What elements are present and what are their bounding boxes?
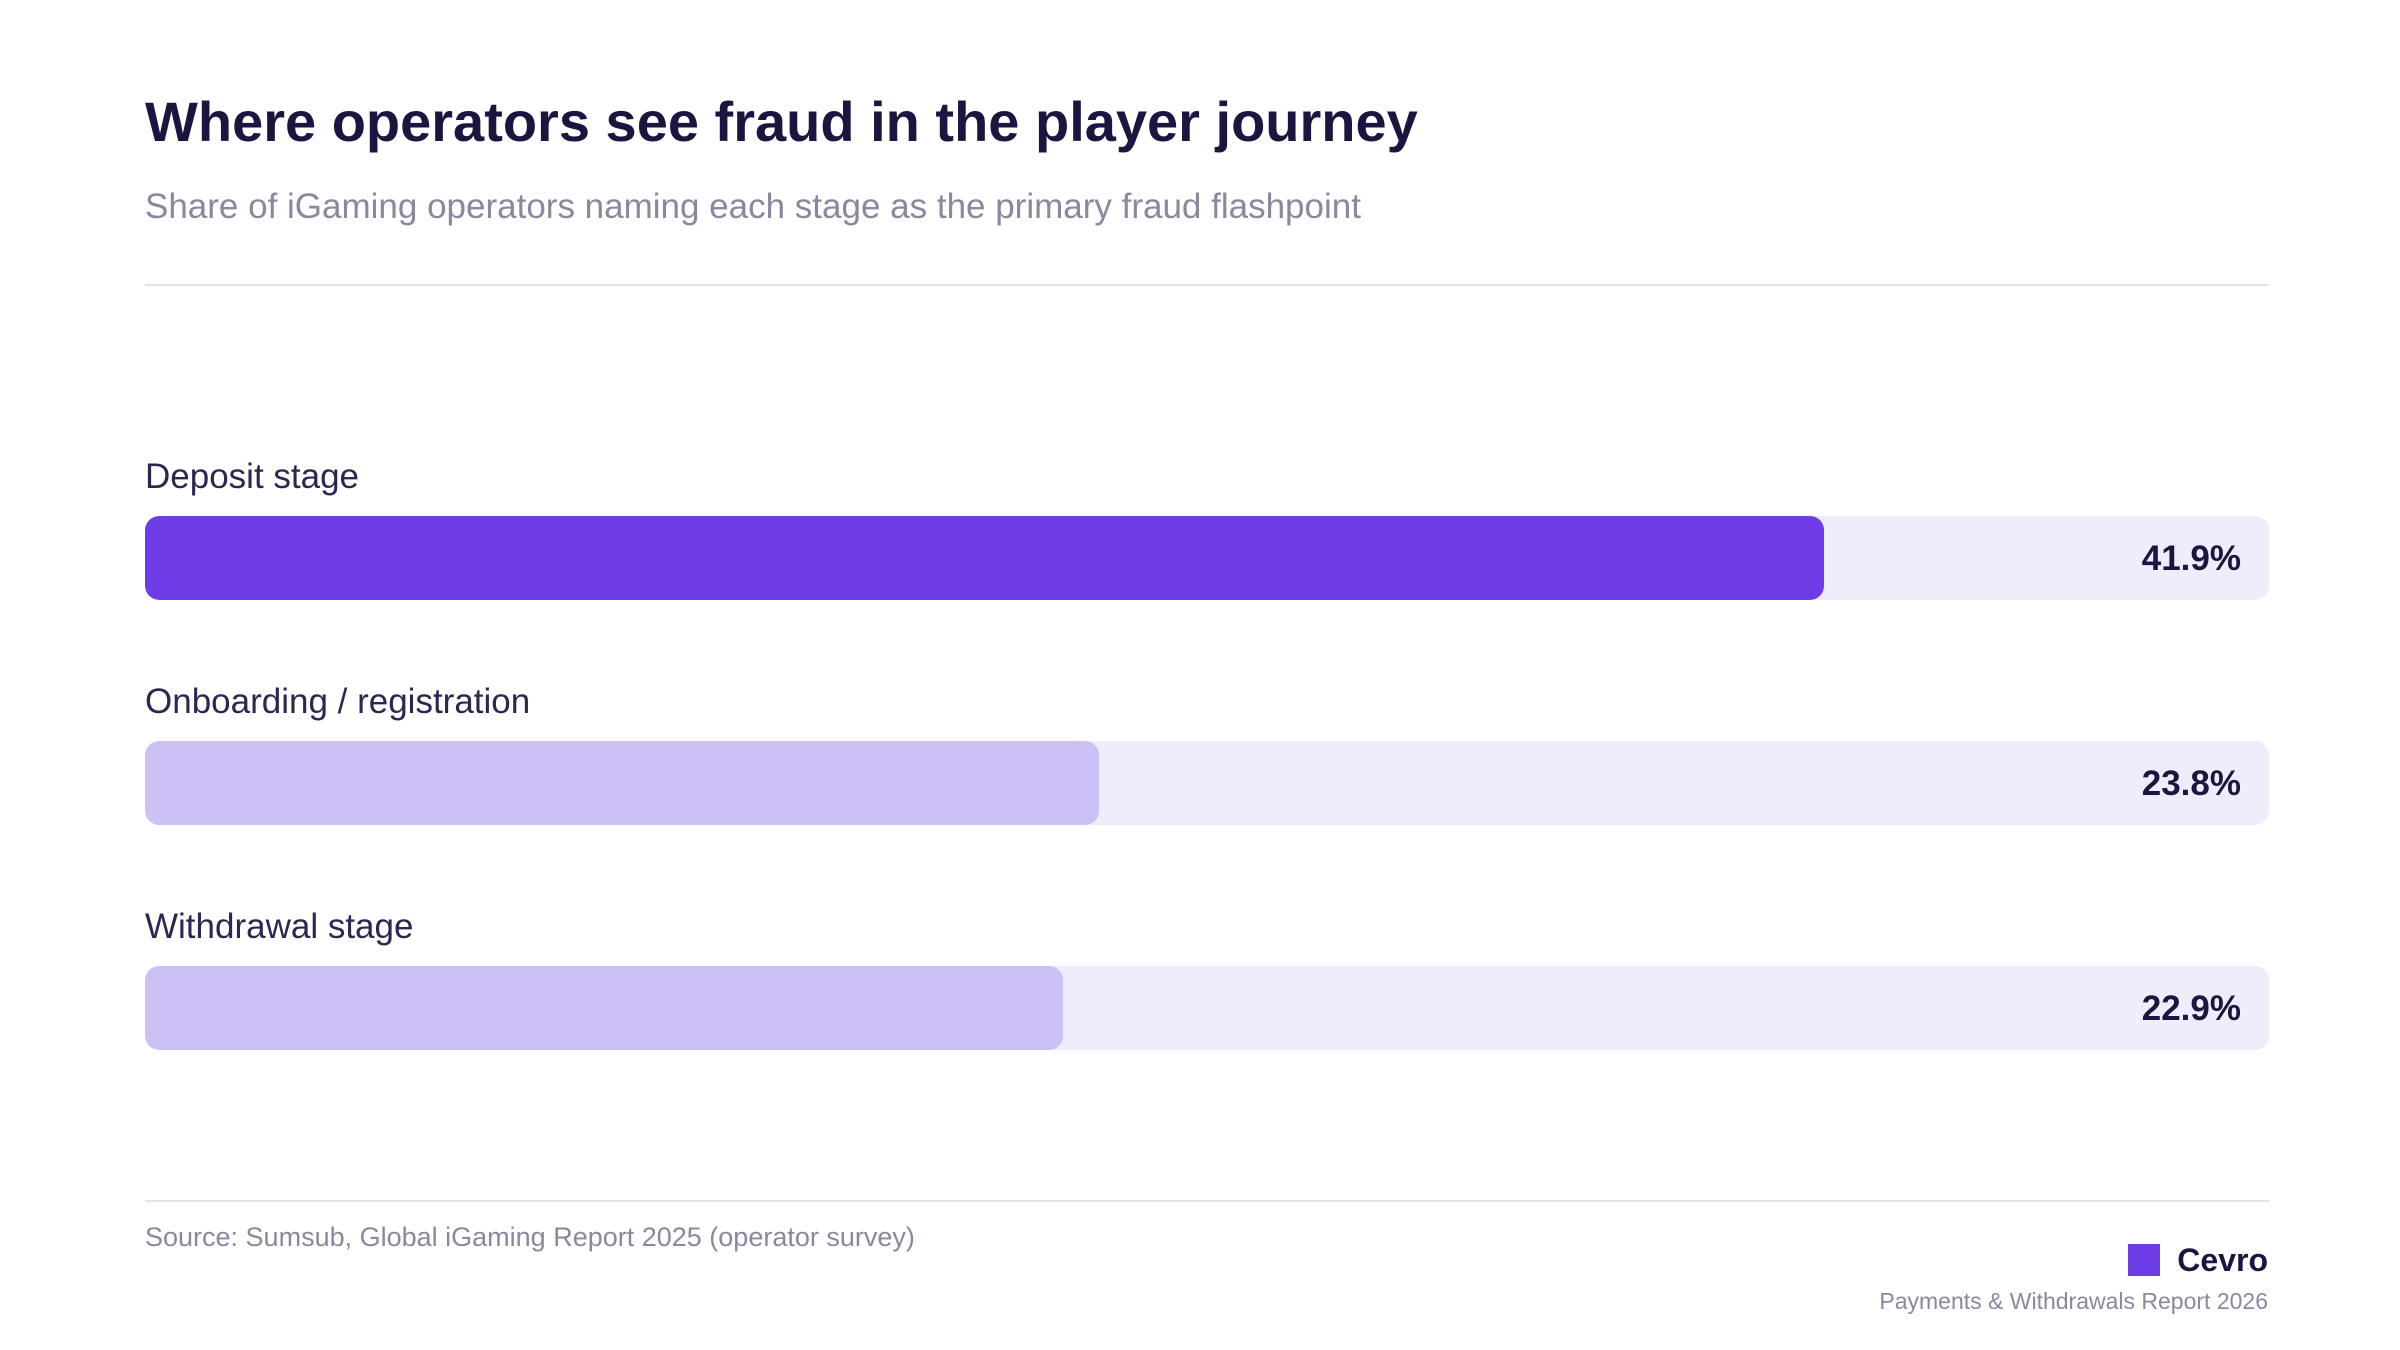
brand-square-icon: [2128, 1244, 2161, 1276]
bar-row-onboarding-registration: Onboarding / registration 23.8%: [145, 665, 2269, 825]
top-divider: [145, 284, 2269, 286]
bar-row-deposit-stage: Deposit stage 41.9%: [145, 440, 2269, 600]
category-label-deposit-stage: Deposit stage: [145, 457, 360, 496]
value-label-deposit-stage: 41.9%: [2141, 539, 2241, 578]
brand-logo: Cevro: [2128, 1238, 2268, 1282]
bar-withdrawal-stage: [145, 966, 1063, 1050]
value-label-onboarding-registration: 23.8%: [2141, 764, 2241, 803]
bar-onboarding-registration: [145, 741, 1099, 825]
value-label-withdrawal-stage: 22.9%: [2141, 989, 2241, 1028]
bar-chart: Deposit stage 41.9% Onboarding / registrat…: [145, 440, 2269, 1060]
category-label-withdrawal-stage: Withdrawal stage: [145, 907, 414, 946]
chart-title: Where operators see fraud in the player …: [145, 90, 1418, 153]
bottom-divider: [145, 1200, 2269, 1202]
bar-track-withdrawal-stage: 22.9%: [145, 966, 2269, 1050]
category-label-onboarding-registration: Onboarding / registration: [145, 682, 531, 721]
chart-subtitle: Share of iGaming operators naming each s…: [145, 187, 1361, 226]
report-name: Payments & Withdrawals Report 2026: [1879, 1288, 2268, 1314]
bar-track-onboarding-registration: 23.8%: [145, 741, 2269, 825]
bar-row-withdrawal-stage: Withdrawal stage 22.9%: [145, 890, 2269, 1050]
bar-deposit-stage: [145, 516, 1825, 600]
brand-name: Cevro: [2177, 1241, 2268, 1278]
source-note: Source: Sumsub, Global iGaming Report 20…: [145, 1222, 915, 1252]
bar-track-deposit-stage: 41.9%: [145, 516, 2269, 600]
